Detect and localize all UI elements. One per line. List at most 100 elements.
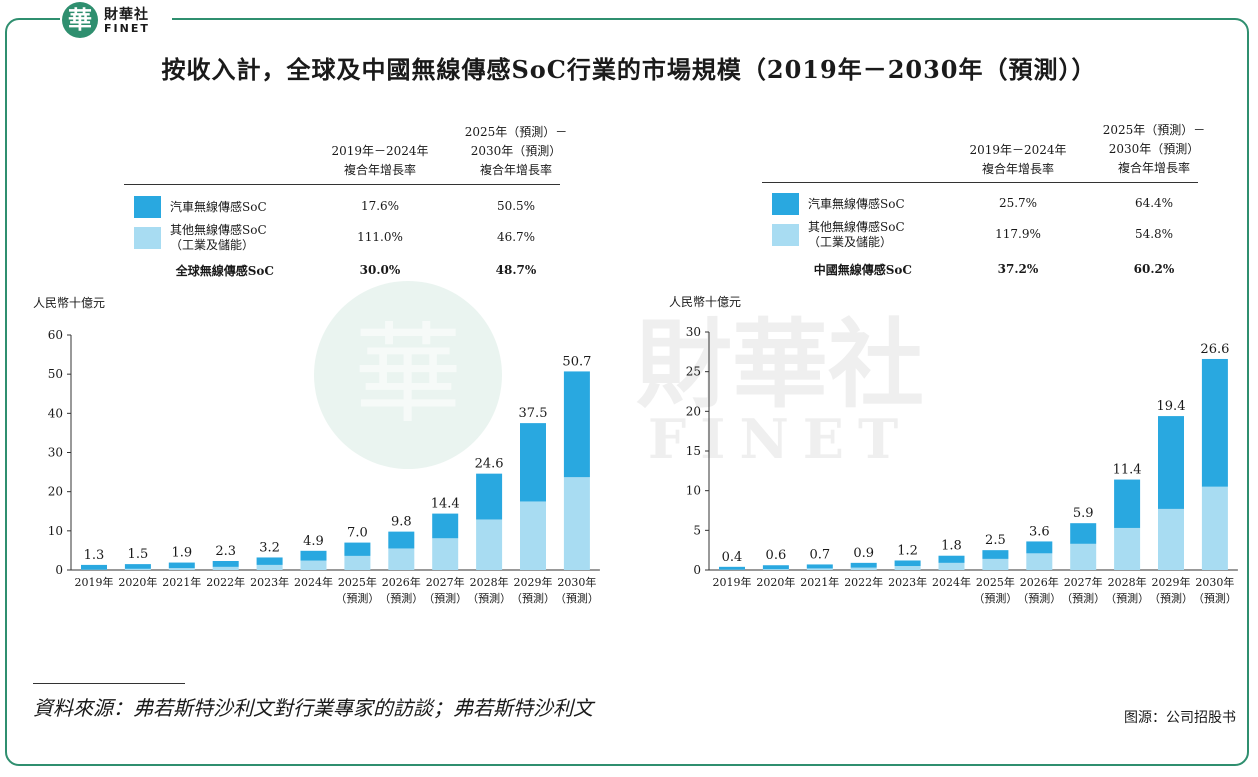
x-tick-label: （預測） [1149,591,1193,605]
cagr-2025-2030-value: 60.2% [1133,262,1175,276]
bar-segment-other [1158,508,1184,570]
image-credit: 图源：公司招股书 [1124,710,1236,726]
x-tick-label: 2020年 [756,575,795,589]
bar-total-label: 9.8 [391,515,412,530]
bar-segment-other [806,568,833,570]
x-tick-label: 2022年 [844,575,883,589]
bar-segment-automotive [212,560,239,567]
x-tick-label: 2030年 [557,575,596,589]
bar-segment-automotive [432,513,459,539]
cagr-2019-2024-header: 複合年增長率 [981,162,1054,176]
cagr-2025-2030-value: 54.8% [1134,227,1174,241]
bar-total-label: 11.4 [1113,463,1142,478]
bar-total-label: 14.4 [431,497,460,512]
bar-total-label: 7.0 [347,526,368,541]
cagr-2019-2024-value: 25.7% [998,196,1038,210]
x-tick-label: 2019年 [75,575,114,589]
y-tick-label: 25 [686,365,701,379]
y-tick-label: 50 [48,367,63,381]
logo-name-en: FINET [104,22,150,35]
cagr-2025-2030-value: 64.4% [1134,196,1174,210]
global-legend-table: 2019年－2024年 複合年增長率 2025年（預測）－ 2030年（預測） 複合年增… [124,120,567,290]
x-tick-label: 2026年 [1020,575,1059,589]
bar-segment-other [476,519,503,570]
bar-segment-automotive [894,560,921,567]
logo-badge: 華 [62,2,98,38]
x-tick-label: 2023年 [888,575,927,589]
x-tick-label: 2023年 [250,575,289,589]
bar-segment-automotive [938,555,965,563]
bar-segment-automotive [1070,523,1097,544]
bar-segment-automotive [1158,416,1184,509]
x-tick-label: 2028年 [470,575,509,589]
bar-segment-other [212,566,239,570]
bar-total-label: 37.5 [519,406,548,421]
bar-total-label: 0.6 [766,548,787,563]
x-tick-label: （預測） [467,591,511,605]
bar-segment-automotive [476,473,503,520]
y-tick-label: 10 [48,524,63,538]
legend-row-label: 汽車無線傳感SoC [808,197,958,212]
legend-row-label-line: （工業及儲能） [808,235,893,249]
y-tick-label: 60 [48,328,63,342]
y-tick-label: 30 [686,325,701,339]
source-note: 資料來源：弗若斯特沙利文對行業專家的訪談；弗若斯特沙利文 [33,696,593,720]
bar-segment-automotive [1201,358,1228,487]
y-tick-label: 15 [686,444,701,458]
x-tick-label: 2021年 [162,575,201,589]
y-tick-label: 30 [48,446,63,460]
legend-row-label: 全球無線傳感SoC [124,264,274,279]
y-axis-label: 人民幣十億元 [669,295,741,309]
x-tick-label: 2024年 [932,575,971,589]
bar-total-label: 3.6 [1029,524,1050,539]
x-tick-label: 2021年 [800,575,839,589]
legend-swatch [134,196,161,218]
bar-segment-other [938,562,965,570]
x-tick-label: 2029年 [514,575,553,589]
y-axis-label: 人民幣十億元 [33,296,105,310]
page-frame [5,18,1249,766]
cagr-2019-2024-header: 複合年增長率 [343,163,416,177]
y-tick-label: 0 [55,563,63,577]
bar-segment-other [168,568,195,570]
x-tick-label: 2025年 [976,575,1015,589]
bar-segment-automotive [344,542,371,556]
bar-total-label: 19.4 [1157,399,1186,414]
bar-segment-other [982,558,1009,570]
bar-total-label: 1.9 [171,546,192,561]
cagr-2025-2030-header: 2025年（預測）－ [464,125,568,139]
legend-row-label: 其他無線傳感SoC （工業及儲能） [808,220,958,250]
y-tick-label: 10 [686,484,701,498]
bar-segment-other [563,477,590,570]
x-tick-label: 2029年 [1152,575,1191,589]
x-tick-label: 2028年 [1108,575,1147,589]
logo-name-cn: 財華社 [104,7,149,23]
bar-segment-automotive [1026,541,1053,554]
bar-segment-automotive [850,562,877,568]
bar-segment-other [1026,553,1053,570]
x-tick-label: 2020年 [118,575,157,589]
cagr-2019-2024-value: 17.6% [360,199,400,213]
y-tick-label: 40 [48,406,63,420]
legend-row-label-line: 其他無線傳感SoC [808,220,905,234]
bar-total-label: 1.3 [84,548,105,563]
bar-segment-automotive [168,562,195,569]
x-tick-label: （預測） [423,591,467,605]
cagr-2025-2030-header: 2030年（預測） [1108,142,1200,156]
bar-segment-other [344,555,371,570]
x-tick-label: （預測） [1105,591,1149,605]
legend-row-label-line: （工業及儲能） [170,238,255,252]
bar-total-label: 26.6 [1200,342,1229,357]
bar-segment-automotive [124,564,151,569]
bar-segment-automotive [300,550,327,561]
cagr-2025-2030-value: 50.5% [496,199,536,213]
cagr-2025-2030-value: 46.7% [496,230,536,244]
cagr-2019-2024-value: 37.2% [997,262,1039,276]
bar-segment-other [520,501,546,570]
x-tick-label: 2022年 [206,575,245,589]
bar-segment-other [300,560,327,570]
bar-segment-other [432,538,459,570]
bar-total-label: 0.4 [722,550,743,565]
china-legend-table: 2019年－2024年 複合年增長率 2025年（預測）－ 2030年（預測） 複合年增… [762,120,1205,290]
